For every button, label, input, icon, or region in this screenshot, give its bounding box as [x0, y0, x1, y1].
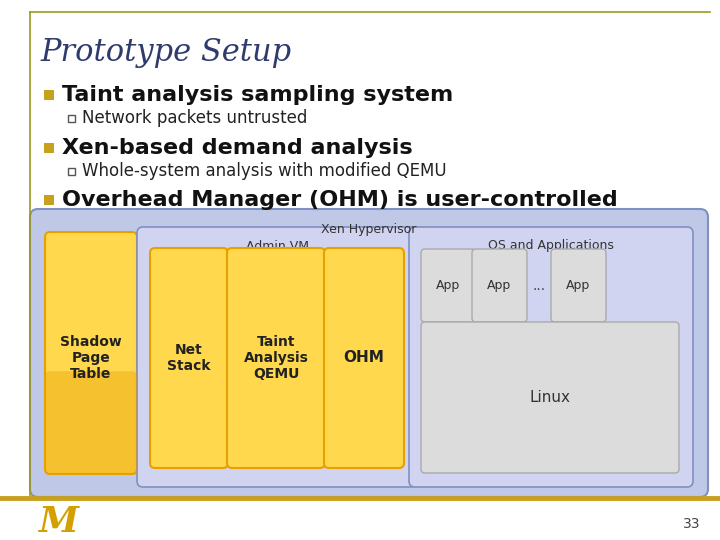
Text: Overhead Manager (OHM) is user-controlled: Overhead Manager (OHM) is user-controlle…	[62, 190, 618, 210]
Text: Taint analysis sampling system: Taint analysis sampling system	[62, 85, 454, 105]
FancyBboxPatch shape	[227, 248, 325, 468]
FancyBboxPatch shape	[150, 248, 228, 468]
Text: Taint
Analysis
QEMU: Taint Analysis QEMU	[243, 335, 308, 381]
Text: ...: ...	[532, 279, 546, 293]
Text: App: App	[567, 279, 590, 292]
Text: Xen-based demand analysis: Xen-based demand analysis	[62, 138, 413, 158]
Text: Shadow
Page
Table: Shadow Page Table	[60, 335, 122, 381]
FancyBboxPatch shape	[44, 143, 54, 153]
Text: M: M	[38, 505, 78, 539]
FancyBboxPatch shape	[30, 209, 708, 497]
Text: Linux: Linux	[529, 390, 570, 405]
Text: Net
Stack: Net Stack	[167, 343, 211, 373]
Text: Prototype Setup: Prototype Setup	[40, 37, 291, 68]
FancyBboxPatch shape	[137, 227, 417, 487]
FancyBboxPatch shape	[45, 232, 137, 474]
FancyBboxPatch shape	[421, 322, 679, 473]
FancyBboxPatch shape	[551, 249, 606, 322]
Text: OHM: OHM	[343, 350, 384, 366]
Text: App: App	[487, 279, 512, 292]
FancyBboxPatch shape	[409, 227, 693, 487]
Text: Xen Hypervisor: Xen Hypervisor	[321, 224, 417, 237]
FancyBboxPatch shape	[44, 195, 54, 205]
FancyBboxPatch shape	[45, 371, 137, 474]
FancyBboxPatch shape	[44, 90, 54, 100]
FancyBboxPatch shape	[421, 249, 476, 322]
Text: 33: 33	[683, 517, 700, 531]
Text: Whole-system analysis with modified QEMU: Whole-system analysis with modified QEMU	[82, 162, 446, 180]
FancyBboxPatch shape	[324, 248, 404, 468]
Text: Network packets untrusted: Network packets untrusted	[82, 109, 307, 127]
FancyBboxPatch shape	[472, 249, 527, 322]
Text: App: App	[436, 279, 461, 292]
Text: OS and Applications: OS and Applications	[488, 240, 614, 253]
Text: Admin VM: Admin VM	[246, 240, 308, 253]
